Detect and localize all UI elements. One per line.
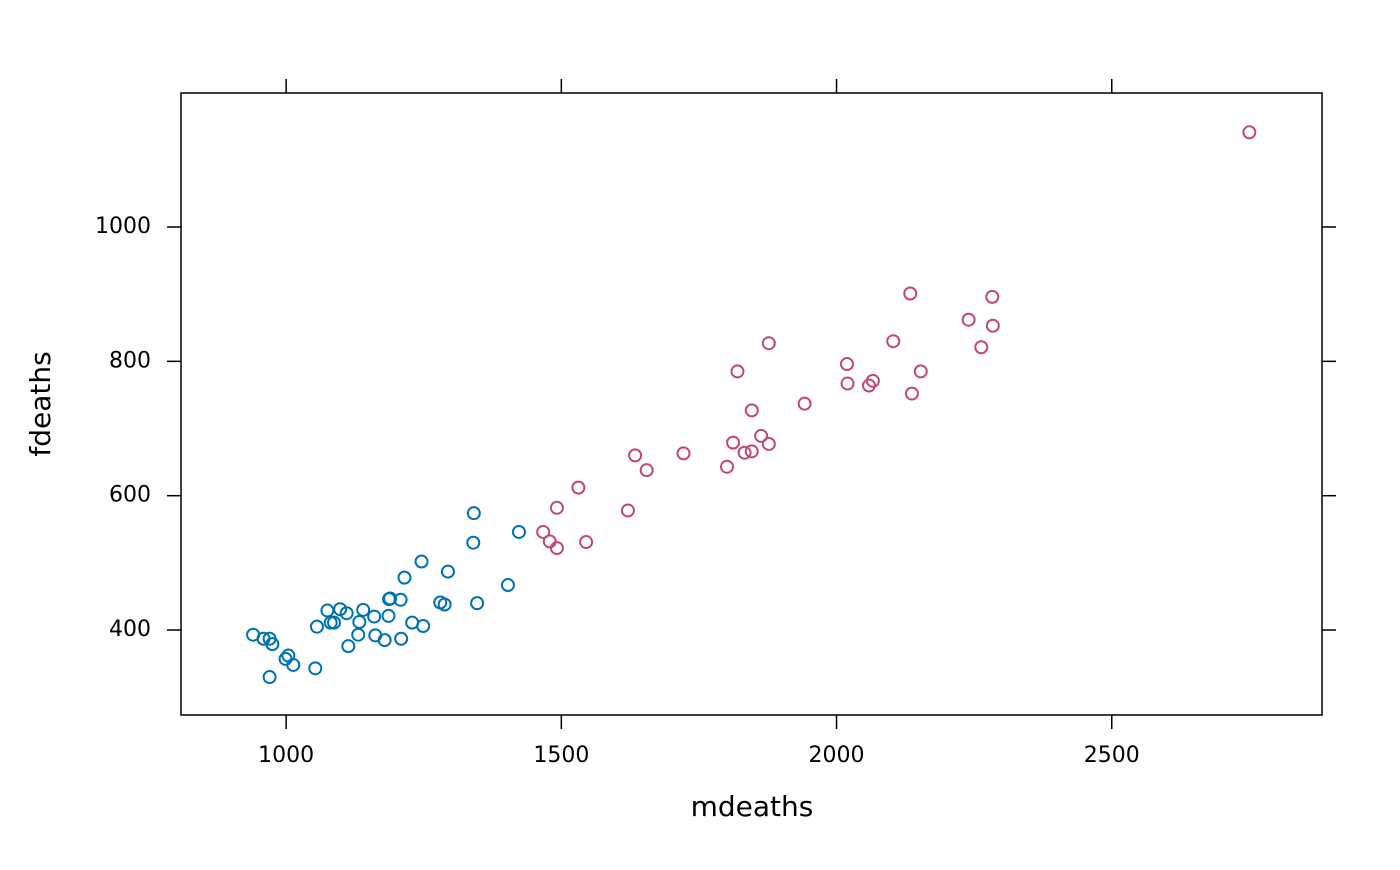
point xyxy=(500,578,515,593)
point xyxy=(356,602,371,617)
point xyxy=(913,364,928,379)
x-axis-label: mdeaths xyxy=(691,790,814,823)
point xyxy=(840,376,855,391)
point xyxy=(309,619,324,634)
point xyxy=(903,286,918,301)
point xyxy=(308,661,323,676)
x-tick-label: 2000 xyxy=(809,743,865,768)
point xyxy=(466,506,481,521)
point xyxy=(394,631,409,646)
point xyxy=(571,480,586,495)
point xyxy=(726,435,741,450)
point xyxy=(542,534,557,549)
point xyxy=(886,334,901,349)
y-tick-label: 800 xyxy=(109,348,151,373)
point xyxy=(1242,125,1257,140)
point xyxy=(281,648,296,663)
point xyxy=(323,615,338,630)
x-tick-label: 1500 xyxy=(533,743,589,768)
point xyxy=(466,535,481,550)
point xyxy=(549,500,564,515)
point xyxy=(351,627,366,642)
point xyxy=(320,603,335,618)
point xyxy=(904,386,919,401)
point xyxy=(620,503,635,518)
point xyxy=(761,336,776,351)
y-axis-label: fdeaths xyxy=(24,351,57,456)
x-tick-label: 1000 xyxy=(258,743,314,768)
point xyxy=(440,564,455,579)
point xyxy=(352,614,367,629)
point xyxy=(761,436,776,451)
point xyxy=(744,403,759,418)
y-tick-label: 1000 xyxy=(95,214,151,239)
point xyxy=(377,633,392,648)
point xyxy=(639,463,654,478)
point xyxy=(341,639,356,654)
point xyxy=(397,570,412,585)
point xyxy=(246,627,261,642)
point xyxy=(628,448,643,463)
point xyxy=(961,312,976,327)
point xyxy=(381,608,396,623)
point xyxy=(839,357,854,372)
point xyxy=(676,446,691,461)
point xyxy=(437,597,452,612)
point xyxy=(536,524,551,539)
point xyxy=(985,289,1000,304)
point xyxy=(797,396,812,411)
point xyxy=(862,378,877,393)
y-tick-label: 600 xyxy=(109,483,151,508)
point xyxy=(754,428,769,443)
point xyxy=(579,535,594,550)
plot-frame xyxy=(180,92,1323,716)
point xyxy=(985,318,1000,333)
point xyxy=(470,596,485,611)
point xyxy=(730,364,745,379)
point xyxy=(549,541,564,556)
point xyxy=(974,340,989,355)
point xyxy=(414,554,429,569)
point xyxy=(382,592,397,607)
point xyxy=(720,459,735,474)
point xyxy=(511,524,526,539)
point xyxy=(265,637,280,652)
point xyxy=(405,615,420,630)
y-tick-label: 400 xyxy=(109,617,151,642)
x-tick-label: 2500 xyxy=(1084,743,1140,768)
point xyxy=(367,609,382,624)
point xyxy=(339,606,354,621)
point xyxy=(744,444,759,459)
point xyxy=(262,670,277,685)
point xyxy=(737,445,752,460)
